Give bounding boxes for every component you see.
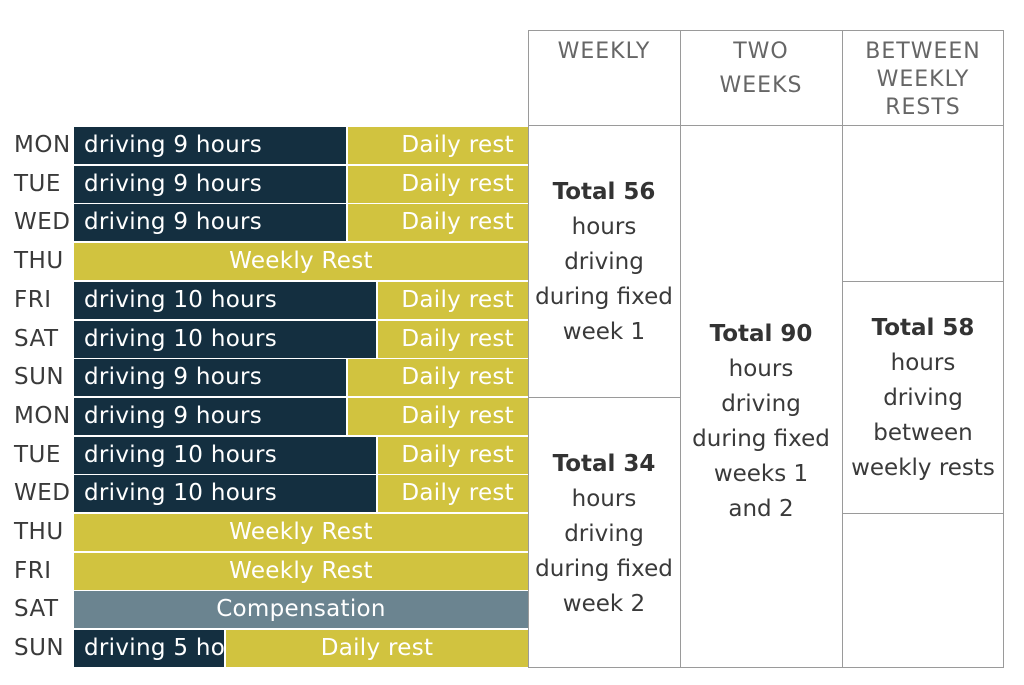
day-label: FRI (14, 286, 52, 313)
table-border-bottom (528, 667, 1004, 668)
header-two-weeks: TWO WEEKS (719, 39, 803, 98)
weekly-rest-segment: Weekly Rest (74, 514, 528, 551)
schedule-row: driving 10 hours Daily rest (74, 436, 528, 474)
schedule-row: driving 9 hours Daily rest (74, 204, 528, 242)
schedule-row: Compensation (74, 591, 528, 629)
day-label: SAT (14, 325, 59, 352)
week-divider (528, 397, 680, 398)
daily-rest-segment: Daily rest (226, 630, 528, 668)
schedule-row: driving 9 hours Daily rest (74, 359, 528, 397)
day-label: THU (14, 519, 64, 545)
driving-segment: driving 9 hours (74, 359, 348, 397)
schedule-row: driving 9 hours Daily rest (74, 165, 528, 203)
day-label: FRI (14, 557, 52, 584)
between-divider-bottom (842, 513, 1004, 514)
driving-segment: driving 10 hours (74, 475, 378, 513)
driving-segment: driving 9 hours (74, 397, 348, 435)
day-label: SUN (14, 635, 65, 662)
day-label: THU (14, 248, 64, 275)
header-between-weekly-rests: BETWEEN WEEKLY RESTS (865, 39, 981, 120)
day-label: MON (14, 132, 71, 158)
schedule-row: Weekly Rest (74, 243, 528, 281)
daily-rest-segment: Daily rest (348, 165, 528, 203)
table-border-left (528, 30, 529, 668)
driving-segment: driving 10 hours (74, 281, 378, 319)
table-border-right (1003, 30, 1004, 668)
driving-segment: driving 5 hours (74, 630, 226, 668)
daily-rest-segment: Daily rest (348, 359, 528, 397)
driving-segment: driving 9 hours (74, 127, 348, 164)
summary-week-1: Total 56 hours driving during fixed week… (535, 179, 673, 345)
table-column-divider-1 (680, 30, 681, 668)
table-header-divider (528, 125, 1004, 126)
day-label: TUE (14, 170, 61, 197)
header-weekly: WEEKLY (557, 39, 651, 64)
schedule-row: Weekly Rest (74, 514, 528, 551)
driving-segment: driving 9 hours (74, 165, 348, 203)
schedule-row: driving 9 hours Daily rest (74, 397, 528, 435)
day-label: SUN (14, 364, 65, 391)
schedule-row: driving 9 hours Daily rest (74, 127, 528, 164)
daily-rest-segment: Daily rest (348, 204, 528, 242)
summary-between-weekly-rests: Total 58 hours driving between weekly re… (851, 315, 995, 481)
day-label: WED (14, 209, 71, 236)
table-column-divider-2 (842, 30, 843, 668)
weekly-rest-segment: Weekly Rest (74, 552, 528, 590)
table-border-top (528, 30, 1004, 31)
daily-rest-segment: Daily rest (378, 436, 528, 474)
schedule-row: driving 10 hours Daily rest (74, 281, 528, 319)
day-label: MON (14, 402, 71, 429)
driving-segment: driving 9 hours (74, 204, 348, 242)
between-divider-top (842, 281, 1004, 282)
daily-rest-segment: Daily rest (378, 281, 528, 319)
day-label: SAT (14, 596, 59, 623)
daily-rest-segment: Daily rest (348, 127, 528, 164)
driving-segment: driving 10 hours (74, 320, 378, 358)
weekly-rest-segment: Weekly Rest (74, 243, 528, 281)
summary-two-weeks: Total 90 hours driving during fixed week… (692, 321, 830, 522)
schedule-row: driving 10 hours Daily rest (74, 320, 528, 358)
driving-segment: driving 10 hours (74, 436, 378, 474)
daily-rest-segment: Daily rest (348, 397, 528, 435)
compensation-segment: Compensation (74, 591, 528, 629)
day-label: TUE (14, 441, 61, 468)
daily-rest-segment: Daily rest (378, 320, 528, 358)
schedule-row: driving 10 hours Daily rest (74, 475, 528, 513)
day-label: WED (14, 480, 71, 507)
summary-week-2: Total 34 hours driving during fixed week… (535, 451, 673, 617)
schedule-row: Weekly Rest (74, 552, 528, 590)
daily-rest-segment: Daily rest (378, 475, 528, 513)
